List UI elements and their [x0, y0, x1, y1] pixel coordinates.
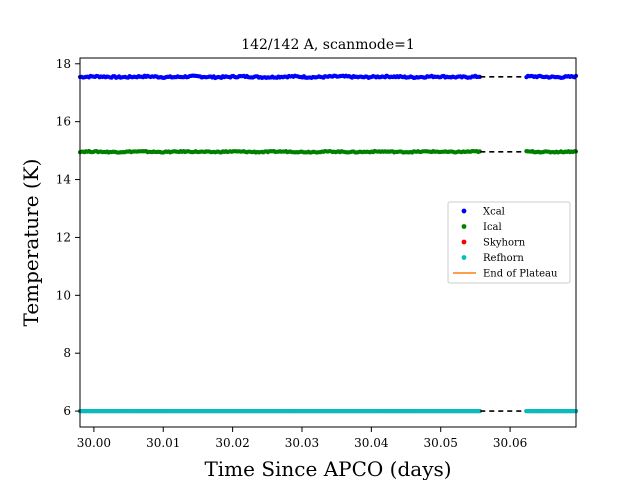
- x-tick-label: 30.05: [424, 436, 458, 450]
- x-tick-label: 30.02: [215, 436, 249, 450]
- y-tick-label: 18: [56, 57, 71, 71]
- x-tick-label: 30.04: [354, 436, 389, 450]
- y-tick-label: 16: [56, 115, 71, 129]
- x-axis-label: Time Since APCO (days): [204, 457, 451, 480]
- y-tick-label: 10: [56, 288, 71, 302]
- y-tick-label: 14: [56, 173, 72, 187]
- legend-label: Refhorn: [483, 253, 524, 264]
- y-axis: 6 8 10 12 14 16 18: [56, 57, 80, 418]
- legend: Xcal Ical Skyhorn Refhorn End of Plateau: [447, 201, 571, 284]
- legend-label: Xcal: [483, 207, 505, 218]
- data-point: [477, 74, 482, 79]
- series-ical: [77, 148, 579, 155]
- x-tick-label: 30.06: [493, 436, 527, 450]
- legend-box: [447, 201, 571, 284]
- x-axis: 30.00 30.01 30.02 30.03 30.04 30.05 30.06: [77, 427, 527, 450]
- legend-marker: [461, 208, 467, 214]
- legend-marker: [461, 239, 467, 245]
- legend-label: Ical: [483, 222, 502, 233]
- series-xcal: [77, 73, 579, 81]
- plot-frame: [79, 57, 577, 428]
- chart-title: 142/142 A, scanmode=1: [241, 37, 415, 53]
- legend-marker: [461, 224, 467, 229]
- x-tick-label: 30.01: [146, 436, 180, 450]
- data-points: [77, 73, 579, 414]
- gap-lines: [480, 76, 526, 412]
- y-tick-label: 8: [63, 346, 71, 360]
- series-refhorn: [77, 408, 579, 414]
- y-axis-label: Temperature (K): [19, 159, 43, 327]
- legend-marker: [461, 255, 467, 260]
- x-tick-label: 30.03: [285, 436, 319, 450]
- data-point: [477, 408, 482, 414]
- legend-label: End of Plateau: [483, 269, 558, 280]
- y-tick-label: 12: [56, 230, 71, 244]
- y-tick-label: 6: [63, 404, 71, 418]
- legend-label: Skyhorn: [483, 238, 526, 249]
- x-tick-label: 30.00: [77, 436, 111, 450]
